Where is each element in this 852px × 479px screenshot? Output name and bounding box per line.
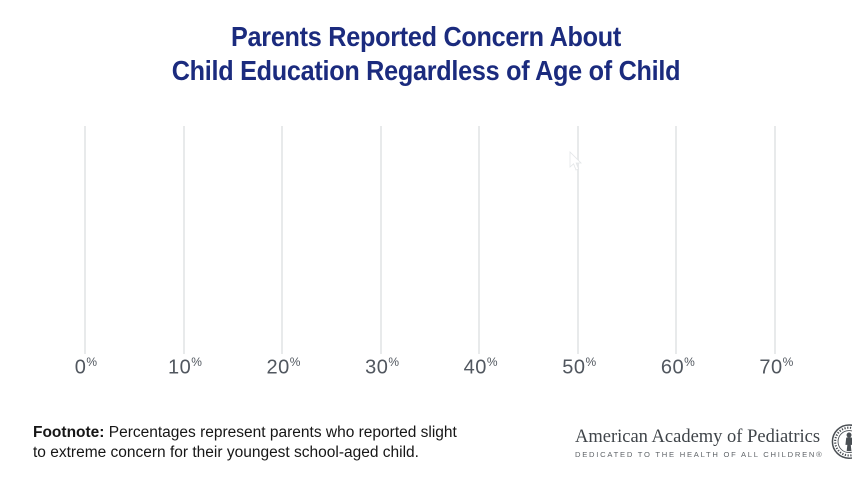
percent-sign: % bbox=[86, 355, 98, 369]
percent-sign: % bbox=[585, 355, 597, 369]
aap-logo: American Academy of Pediatrics DEDICATED… bbox=[575, 423, 852, 463]
aap-logo-name: American Academy of Pediatrics bbox=[575, 427, 821, 447]
x-tick-label: 40% bbox=[464, 356, 498, 380]
gridline bbox=[281, 126, 284, 354]
plot-area bbox=[84, 126, 776, 354]
chart-title-line-2: Child Education Regardless of Age of Chi… bbox=[171, 55, 681, 86]
aap-seal-icon: ® bbox=[832, 424, 852, 459]
footnote-label: Footnote: bbox=[33, 424, 105, 441]
percent-sign: % bbox=[388, 355, 400, 369]
x-tick-label: 60% bbox=[661, 356, 695, 380]
x-tick-label: 0% bbox=[75, 356, 97, 380]
x-tick-label: 20% bbox=[267, 356, 301, 380]
footnote-text: Percentages represent parents who report… bbox=[33, 424, 457, 461]
aap-logo-text: American Academy of Pediatrics DEDICATED… bbox=[575, 427, 823, 459]
chart-title-line-1: Parents Reported Concern About bbox=[230, 21, 622, 52]
gridline bbox=[182, 126, 185, 354]
x-tick-number: 70 bbox=[759, 356, 783, 379]
percent-sign: % bbox=[191, 355, 202, 369]
gridline bbox=[478, 126, 481, 354]
x-tick-label: 70% bbox=[759, 356, 793, 380]
x-tick-number: 20 bbox=[266, 356, 290, 379]
x-tick-number: 60 bbox=[660, 356, 685, 379]
percent-sign: % bbox=[289, 355, 301, 369]
x-tick-number: 50 bbox=[562, 356, 586, 379]
gridline bbox=[576, 126, 579, 354]
x-tick-number: 30 bbox=[365, 356, 389, 379]
mouse-cursor bbox=[569, 151, 582, 171]
chart-title: Parents Reported Concern About Child Edu… bbox=[0, 20, 852, 88]
aap-logo-tagline: DEDICATED TO THE HEALTH OF ALL CHILDREN® bbox=[575, 450, 824, 459]
percent-sign: % bbox=[684, 355, 695, 369]
x-tick-number: 10 bbox=[167, 356, 192, 379]
gridline bbox=[84, 126, 86, 354]
percent-sign: % bbox=[782, 355, 794, 369]
x-tick-label: 50% bbox=[562, 356, 596, 380]
gridline bbox=[379, 126, 382, 354]
percent-sign: % bbox=[486, 355, 498, 369]
x-tick-label: 30% bbox=[365, 356, 399, 380]
gridline bbox=[774, 126, 776, 354]
x-axis: 0% 10% 20% 30% 40% 50% 60% 70% bbox=[75, 356, 794, 388]
x-tick-label: 10% bbox=[168, 356, 202, 380]
footnote: Footnote: Percentages represent parents … bbox=[33, 423, 473, 462]
x-tick-number: 40 bbox=[463, 356, 487, 379]
x-tick-number: 0 bbox=[74, 356, 87, 379]
gridline bbox=[675, 126, 678, 354]
